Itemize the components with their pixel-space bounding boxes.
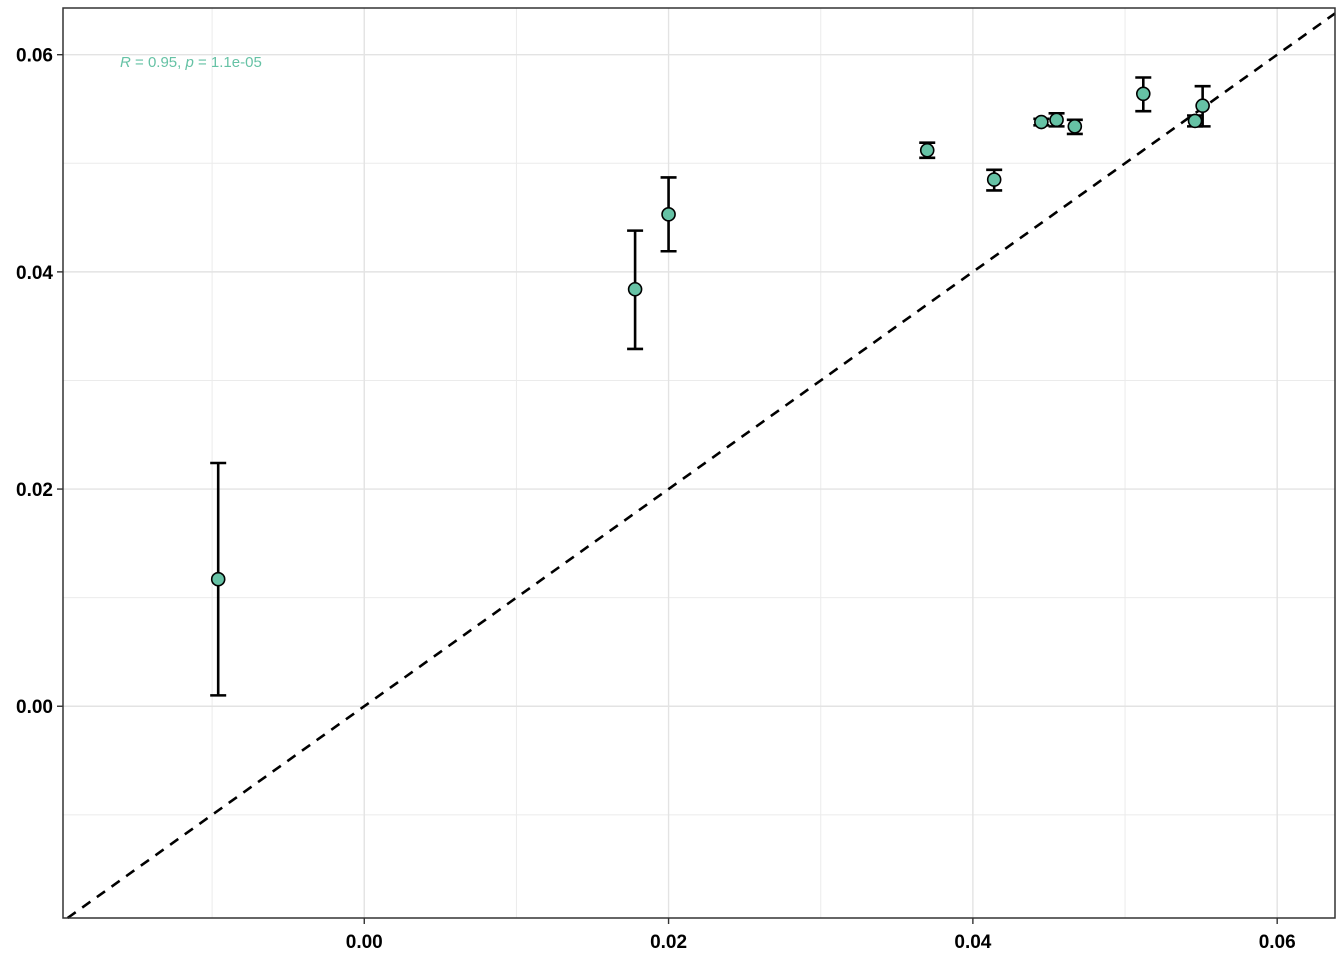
data-point [1135,86,1151,102]
data-point [661,207,676,222]
p-symbol: p [184,54,193,71]
data-point [1195,98,1210,114]
data-point [919,142,935,158]
panel-border [62,7,1336,919]
y-axis: 0.00 0.02 0.04 0.06 [16,46,63,718]
data-point [627,281,643,297]
p-value: = 1.1e-05 [194,54,262,71]
x-tick-label: 0.00 [346,932,383,953]
y-tick-label: 0.00 [16,697,53,718]
data-points [210,86,1210,587]
data-point [1049,112,1064,128]
data-point [986,172,1002,187]
r-value: = 0.95, [131,54,186,71]
panel-background [63,8,1335,918]
x-axis: 0.00 0.02 0.04 0.06 [346,918,1296,953]
x-tick-label: 0.02 [650,932,687,953]
grid-lines [63,8,1335,918]
x-tick-label: 0.04 [954,932,991,953]
y-tick-label: 0.02 [16,480,53,501]
r-symbol: R [120,54,131,71]
y-tick-label: 0.04 [16,263,53,284]
y-tick-label: 0.06 [16,46,53,67]
x-tick-label: 0.06 [1259,932,1296,953]
data-point [1187,113,1203,129]
correlation-annotation: R = 0.95, p = 1.1e-05 [120,54,262,71]
data-point [210,571,226,587]
identity-reference-line [66,12,1336,920]
data-point [1034,114,1049,130]
data-point [1067,119,1083,134]
